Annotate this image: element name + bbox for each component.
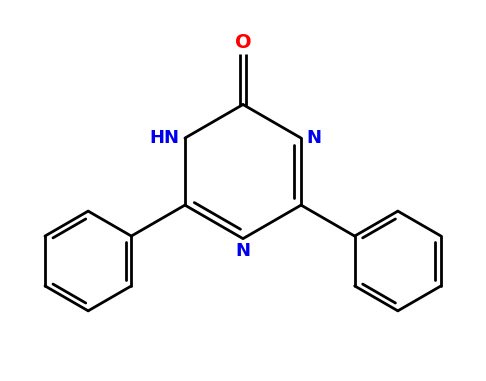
- Text: N: N: [236, 242, 250, 260]
- Text: HN: HN: [150, 129, 180, 147]
- Text: N: N: [306, 129, 321, 147]
- Text: O: O: [235, 33, 251, 52]
